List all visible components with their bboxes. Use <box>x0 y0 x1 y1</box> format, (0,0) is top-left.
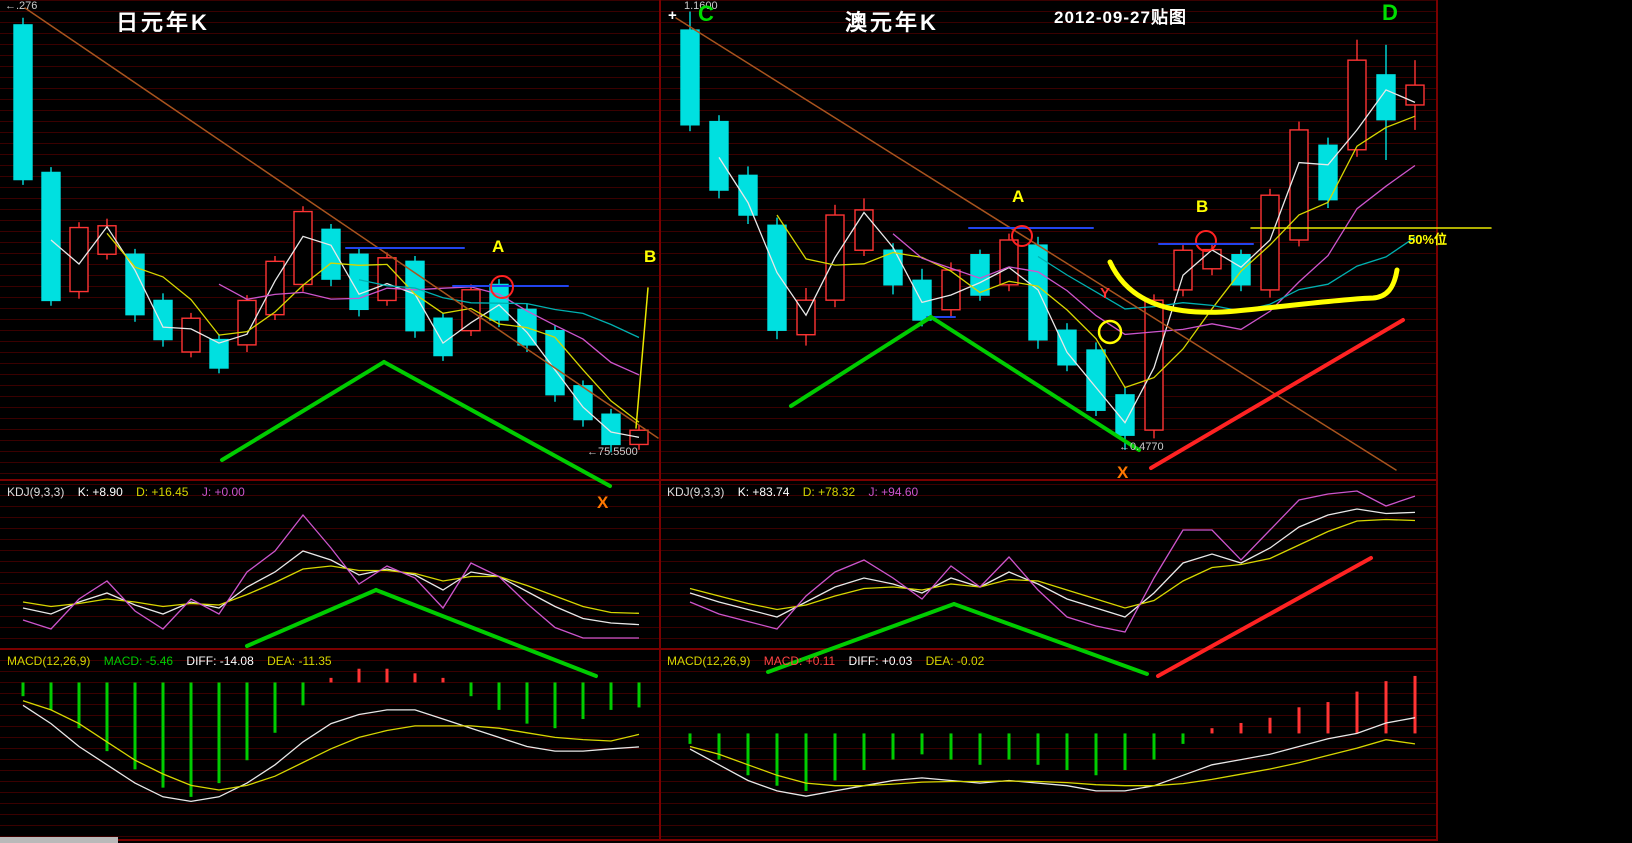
bottom-border <box>0 839 1437 841</box>
jpy-point-x-label: X <box>597 493 609 512</box>
kdj-d-value: D: +16.45 <box>136 485 189 499</box>
aud-point-x-label: X <box>1117 463 1129 482</box>
bottom-scrollbar-fragment <box>0 837 118 843</box>
macd-indicator-name: MACD(12,26,9) <box>7 654 91 668</box>
jpy-chart-title: 日元年K <box>116 10 210 35</box>
aud-point-c-label: C <box>698 1 714 26</box>
post-date-label: 2012-09-27贴图 <box>1054 8 1187 27</box>
crosshair-icon: + <box>668 7 677 24</box>
jpy-macd-header: MACD(12,26,9) MACD: -5.46 DIFF: -14.08 D… <box>7 654 342 668</box>
macd-value: MACD: +0.11 <box>763 654 836 668</box>
macd-indicator-name: MACD(12,26,9) <box>667 654 751 668</box>
jpy-last-price-tag: ←75.5500 <box>587 446 638 458</box>
jpy-point-a-label: A <box>492 237 505 256</box>
aud-point-a-label: A <box>1012 187 1025 206</box>
aud-macd-header: MACD(12,26,9) MACD: +0.11 DIFF: +0.03 DE… <box>667 654 994 668</box>
aud-yearly-candlestick-chart[interactable] <box>661 0 1632 843</box>
aud-low-price-tag: ←0.4770 <box>1119 441 1164 453</box>
aud-kdj-header: KDJ(9,3,3) K: +83.74 D: +78.32 J: +94.60 <box>667 485 928 499</box>
macd-value: MACD: -5.46 <box>103 654 174 668</box>
aud-point-y-label: Y <box>1100 285 1111 302</box>
kdj-j-value: J: +0.00 <box>201 485 245 499</box>
kdj-k-value: K: +8.90 <box>77 485 123 499</box>
right-chart-border <box>1436 0 1438 841</box>
aud-point-d-label: D <box>1382 0 1398 25</box>
kdj-d-value: D: +78.32 <box>802 485 856 499</box>
macd-dea-value: DEA: -11.35 <box>267 654 332 668</box>
aud-chart-title: 澳元年K <box>845 10 939 35</box>
fifty-percent-label: 50%位 <box>1408 232 1448 247</box>
kdj-panel-divider <box>0 479 1437 481</box>
gridlines-left <box>0 0 660 841</box>
macd-dea-value: DEA: -0.02 <box>925 654 985 668</box>
kdj-indicator-name: KDJ(9,3,3) <box>7 485 65 499</box>
macd-diff-value: DIFF: +0.03 <box>848 654 913 668</box>
jpy-point-b-label: B <box>644 247 657 266</box>
kdj-j-value: J: +94.60 <box>868 485 919 499</box>
macd-panel-divider <box>0 648 1437 650</box>
kdj-k-value: K: +83.74 <box>737 485 790 499</box>
aud-top-price-tag: 1.1600 <box>684 0 718 12</box>
kdj-indicator-name: KDJ(9,3,3) <box>667 485 725 499</box>
panel-divider-vertical <box>659 0 661 841</box>
jpy-yearly-candlestick-chart[interactable] <box>0 0 660 843</box>
jpy-kdj-header: KDJ(9,3,3) K: +8.90 D: +16.45 J: +0.00 <box>7 485 255 499</box>
jpy-top-price-tag: ←.276 <box>5 0 38 12</box>
aud-point-b-label: B <box>1196 197 1209 216</box>
macd-diff-value: DIFF: -14.08 <box>186 654 254 668</box>
